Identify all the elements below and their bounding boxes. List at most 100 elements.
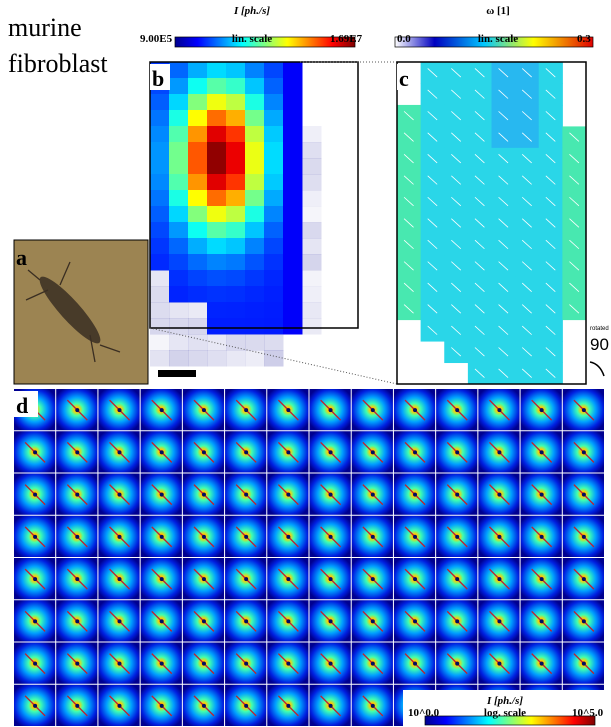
beamstop [244, 662, 248, 666]
heatmap-cell [169, 110, 189, 127]
heatmap-cell [169, 270, 189, 287]
heatmap-cell [169, 126, 189, 143]
beamstop [118, 704, 122, 708]
heatmap-cell [188, 302, 208, 319]
heatmap-cell [226, 334, 246, 351]
beamstop [540, 577, 544, 581]
heatmap-cell [226, 62, 246, 79]
heatmap-cell [283, 94, 303, 111]
heatmap-cell [207, 158, 227, 175]
heatmap-cell [207, 190, 227, 207]
beamstop [455, 408, 459, 412]
beamstop [75, 535, 79, 539]
heatmap-cell [264, 110, 284, 127]
heatmap-cell [226, 110, 246, 127]
heatmap-cell [207, 142, 227, 159]
heatmap-cell [264, 78, 284, 95]
heatmap-cell [264, 142, 284, 159]
heatmap-cell [169, 158, 189, 175]
beamstop [455, 450, 459, 454]
heatmap-cell [188, 94, 208, 111]
heatmap-cell [226, 286, 246, 303]
beamstop [329, 450, 333, 454]
heatmap-cell [188, 158, 208, 175]
heatmap-cell [302, 126, 322, 143]
colorbar-scale: log. scale [484, 707, 526, 719]
heatmap-cell [264, 158, 284, 175]
beamstop [75, 493, 79, 497]
panel-label: a [16, 245, 27, 270]
heatmap-cell [207, 238, 227, 255]
heatmap-cell [226, 126, 246, 143]
heatmap-cell [150, 190, 170, 207]
heatmap-cell [264, 126, 284, 143]
heatmap-cell [150, 318, 170, 335]
beamstop [455, 493, 459, 497]
beamstop [160, 535, 164, 539]
beamstop [413, 450, 417, 454]
heatmap-cell [283, 142, 303, 159]
beamstop [202, 662, 206, 666]
beamstop [582, 619, 586, 623]
heatmap-cell [245, 238, 265, 255]
panel-d [14, 389, 604, 726]
heatmap-cell [245, 254, 265, 271]
heatmap-cell [150, 110, 170, 127]
heatmap-cell [169, 94, 189, 111]
heatmap-cell [188, 62, 208, 79]
beamstop [75, 408, 79, 412]
heatmap-cell [207, 254, 227, 271]
heatmap-cell [150, 142, 170, 159]
colorbar-scale: lin. scale [232, 33, 272, 45]
heatmap-cell [150, 254, 170, 271]
heatmap-cell [188, 142, 208, 159]
heatmap-cell [245, 94, 265, 111]
heatmap-cell [264, 302, 284, 319]
heatmap-cell [245, 174, 265, 191]
beamstop [160, 662, 164, 666]
beamstop [286, 577, 290, 581]
heatmap-cell [302, 254, 322, 271]
colorbar-max: 10^5.0 [572, 707, 604, 719]
heatmap-cell [150, 222, 170, 239]
heatmap-cell [302, 286, 322, 303]
beamstop [413, 662, 417, 666]
heatmap-cell [188, 190, 208, 207]
heatmap-cell [245, 302, 265, 319]
beamstop [540, 408, 544, 412]
heatmap-cell [283, 110, 303, 127]
beamstop [244, 408, 248, 412]
beamstop [160, 493, 164, 497]
heatmap-cell [169, 206, 189, 223]
panel-label: b [152, 66, 164, 91]
beamstop [244, 493, 248, 497]
heatmap-cell [283, 270, 303, 287]
beamstop [244, 577, 248, 581]
heatmap-cell [302, 238, 322, 255]
heatmap-cell [188, 126, 208, 143]
heatmap-cell [302, 302, 322, 319]
beamstop [413, 408, 417, 412]
heatmap-cell [245, 62, 265, 79]
heatmap-cell [226, 78, 246, 95]
beamstop [160, 408, 164, 412]
beamstop [202, 450, 206, 454]
beamstop [540, 493, 544, 497]
heatmap-cell [283, 286, 303, 303]
beamstop [286, 450, 290, 454]
heatmap-cell [150, 334, 170, 351]
beamstop [244, 619, 248, 623]
heatmap-cell [207, 302, 227, 319]
beamstop [75, 577, 79, 581]
beamstop [582, 408, 586, 412]
heatmap-cell [245, 350, 265, 367]
heatmap-cell [302, 222, 322, 239]
heatmap-cell [245, 222, 265, 239]
heatmap-cell [150, 302, 170, 319]
heatmap-cell [207, 126, 227, 143]
heatmap-cell [150, 286, 170, 303]
beamstop [329, 662, 333, 666]
heatmap-cell [169, 78, 189, 95]
heatmap-cell [188, 350, 208, 367]
heatmap-cell [150, 94, 170, 111]
